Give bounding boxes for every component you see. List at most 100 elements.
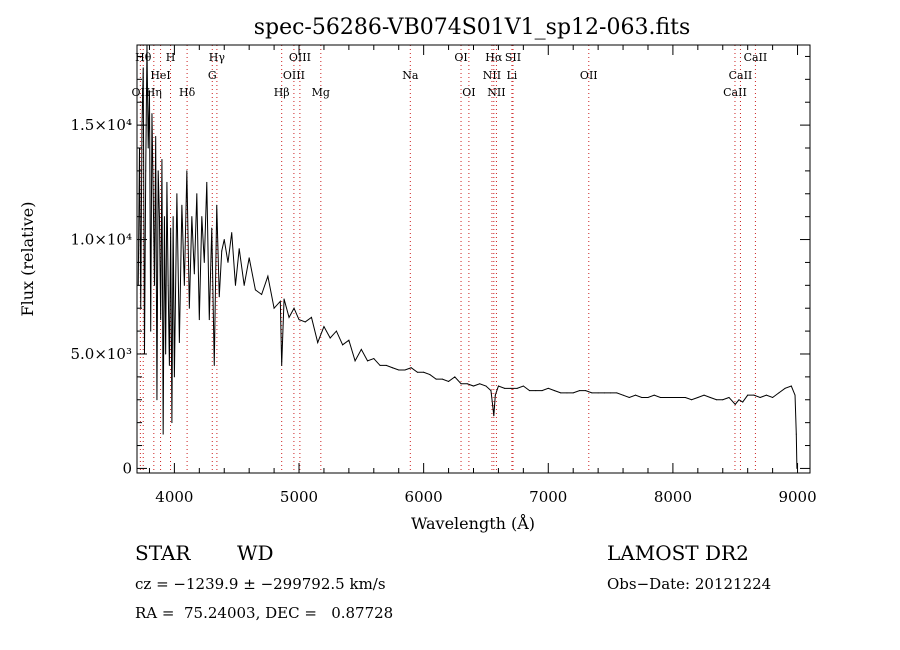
- spectral-line-label: SII: [505, 51, 521, 64]
- flux-data-point: [186, 170, 188, 172]
- flux-data-point: [261, 293, 263, 295]
- spectral-line-label: CaII: [729, 69, 753, 82]
- flux-data-point: [391, 367, 393, 369]
- x-tick-label: 7000: [529, 488, 567, 506]
- flux-data-point: [279, 300, 281, 302]
- flux-data-point: [728, 396, 730, 398]
- x-axis-ticks: 4000 5000 6000 7000 8000 9000: [148, 45, 817, 506]
- flux-data-point: [460, 383, 462, 385]
- flux-data-point: [151, 113, 153, 115]
- flux-data-point: [772, 396, 774, 398]
- spectral-line-label: NII: [483, 69, 501, 82]
- flux-data-point: [231, 232, 233, 234]
- flux-data-point: [441, 378, 443, 380]
- flux-data-point: [435, 378, 437, 380]
- flux-data-point: [429, 374, 431, 376]
- flux-data-point: [535, 390, 537, 392]
- flux-data-point: [329, 337, 331, 339]
- flux-data-point: [170, 227, 172, 229]
- y-axis-label: Flux (relative): [18, 202, 37, 317]
- flux-data-point: [152, 193, 154, 195]
- x-tick-label: 4000: [155, 488, 193, 506]
- x-tick-label: 5000: [280, 488, 318, 506]
- object-subclass: WD: [237, 541, 274, 565]
- flux-data-point: [155, 136, 157, 138]
- flux-data-point: [153, 284, 155, 286]
- flux-data-point: [734, 403, 736, 405]
- spectral-line-label: CaII: [723, 86, 747, 99]
- flux-data-point: [747, 394, 749, 396]
- spectral-line-label: Li: [506, 69, 517, 82]
- flux-data-point: [778, 392, 780, 394]
- flux-data-point: [167, 284, 169, 286]
- flux-data-point: [385, 364, 387, 366]
- flux-data-point: [208, 319, 210, 321]
- flux-data-point: [156, 399, 158, 401]
- spectral-line-label: Hβ: [274, 86, 290, 99]
- flux-data-point: [243, 284, 245, 286]
- flux-data-point: [635, 394, 637, 396]
- spectral-line-label: OIII: [289, 51, 311, 64]
- flux-data-point: [716, 399, 718, 401]
- spectral-line-label: OII: [580, 69, 598, 82]
- flux-data-point: [742, 401, 744, 403]
- flux-data-point: [288, 316, 290, 318]
- flux-data-point: [166, 181, 168, 183]
- flux-data-point: [342, 344, 344, 346]
- y-axis-ticks: 0 5.0×10³ 1.0×10⁴ 1.5×10⁴: [70, 55, 810, 477]
- flux-data-point: [560, 392, 562, 394]
- flux-data-point: [522, 385, 524, 387]
- chart-title: spec-56286-VB074S01V1_sp12-063.fits: [254, 15, 691, 40]
- ra-dec: RA = 75.24003, DEC = 0.87728: [135, 604, 394, 622]
- flux-data-point: [641, 396, 643, 398]
- flux-data-point: [206, 181, 208, 183]
- flux-data-point: [148, 90, 150, 92]
- flux-data-point: [703, 394, 705, 396]
- flux-data-point: [183, 284, 185, 286]
- flux-data-point: [765, 394, 767, 396]
- flux-data-point: [398, 369, 400, 371]
- flux-data-point: [510, 387, 512, 389]
- spectral-line-label: OI: [462, 86, 475, 99]
- flux-data-point: [238, 248, 240, 250]
- flux-data-point: [176, 193, 178, 195]
- flux-data-point: [171, 422, 173, 424]
- flux-data-point: [211, 227, 213, 229]
- spectral-line-label: Hη: [146, 86, 162, 99]
- flux-data-point: [485, 385, 487, 387]
- flux-data-point: [691, 399, 693, 401]
- flux-data-point: [335, 330, 337, 332]
- flux-data-point: [157, 170, 159, 172]
- flux-data-point: [554, 390, 556, 392]
- y-tick-label: 0: [122, 459, 132, 477]
- flux-series: [137, 44, 798, 469]
- flux-data-point: [454, 376, 456, 378]
- flux-data-point: [379, 364, 381, 366]
- x-tick-label: 8000: [654, 488, 692, 506]
- flux-data-point: [616, 392, 618, 394]
- flux-data-point: [198, 319, 200, 321]
- flux-data-point: [323, 326, 325, 328]
- y-tick-label: 1.0×10⁴: [70, 231, 132, 249]
- flux-data-point: [150, 330, 152, 332]
- flux-data-point: [591, 392, 593, 394]
- flux-data-point: [494, 394, 496, 396]
- flux-data-point: [738, 399, 740, 401]
- flux-data-point: [201, 216, 203, 218]
- flux-data-point: [172, 216, 174, 218]
- spectral-line-label: NII: [487, 86, 505, 99]
- flux-data-point: [697, 396, 699, 398]
- flux-data-point: [541, 390, 543, 392]
- flux-data-point: [158, 216, 160, 218]
- flux-data-point: [213, 364, 215, 366]
- flux-data-point: [709, 396, 711, 398]
- flux-data-point: [298, 319, 300, 321]
- y-tick-label: 1.5×10⁴: [70, 116, 132, 134]
- flux-data-point: [585, 390, 587, 392]
- spectral-line-label: Hθ: [135, 51, 152, 64]
- flux-data-point: [373, 358, 375, 360]
- survey-name: LAMOST DR2: [607, 541, 749, 565]
- flux-data-point: [283, 298, 285, 300]
- flux-data-point: [653, 394, 655, 396]
